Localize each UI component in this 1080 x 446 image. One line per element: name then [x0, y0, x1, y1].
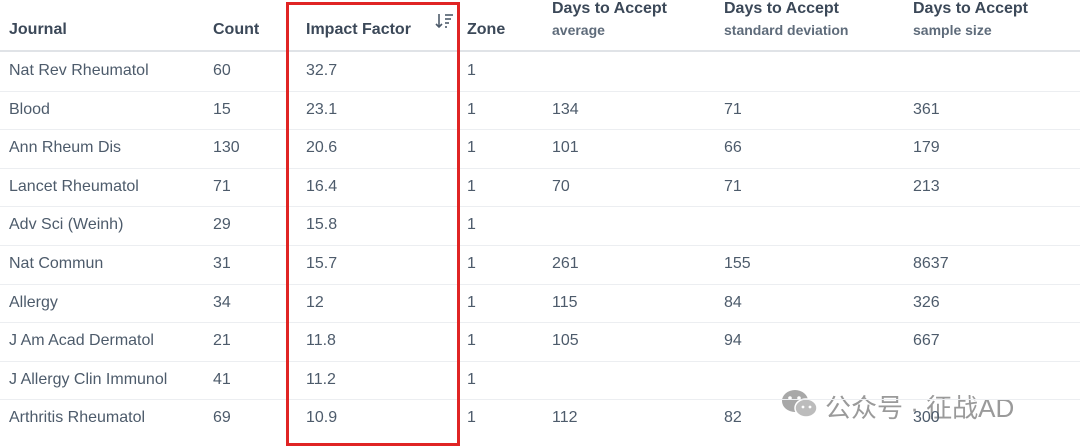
table-cell: 10.9	[306, 409, 338, 427]
table-cell: 1	[467, 293, 476, 311]
table-cell: Nat Rev Rheumatol	[9, 62, 149, 79]
table-cell: 134	[552, 100, 579, 118]
table-cell: 1	[467, 409, 476, 427]
table-cell: 23.1	[306, 100, 338, 118]
table-cell: 94	[724, 332, 742, 350]
column-title: Impact Factor	[306, 21, 411, 38]
table-cell: 213	[913, 177, 940, 195]
table-cell: 12	[306, 293, 324, 311]
table-cell: 105	[552, 332, 579, 350]
column-header[interactable]: Days to Accept average	[552, 0, 667, 38]
column-subtitle: standard deviation	[724, 22, 849, 38]
table-cell: 15	[213, 100, 231, 118]
table-cell: 84	[724, 293, 742, 311]
column-header[interactable]: Days to Accept standard deviation	[724, 0, 848, 38]
table-cell: 20.6	[306, 139, 338, 157]
table-cell: Ann Rheum Dis	[9, 139, 122, 157]
column-title: Days to Accept	[913, 0, 1028, 17]
header-border	[0, 50, 1080, 52]
table-cell: 71	[724, 100, 742, 118]
table-cell: 15.7	[306, 255, 338, 272]
table-cell: 66	[724, 139, 742, 157]
row-divider	[0, 399, 1080, 401]
highlight-box	[286, 2, 460, 446]
column-header[interactable]: Impact Factor	[306, 21, 411, 39]
column-title: Days to Accept	[552, 0, 667, 17]
table-cell: 326	[913, 293, 940, 311]
column-title: Zone	[467, 21, 506, 38]
table-cell: 300	[913, 409, 940, 427]
table-cell: 31	[213, 255, 231, 272]
table-cell: 15.8	[306, 216, 338, 234]
row-divider	[0, 90, 1080, 92]
row-divider	[0, 245, 1080, 246]
row-divider	[0, 206, 1080, 208]
table-cell: 70	[552, 177, 570, 195]
column-title: Journal	[9, 21, 67, 38]
table-cell: 1	[467, 216, 476, 234]
table-cell: 115	[552, 293, 578, 311]
table-cell: 261	[552, 255, 579, 272]
table-cell: Lancet Rheumatol	[9, 177, 139, 195]
column-title: Days to Accept	[724, 0, 839, 17]
table-cell: 71	[213, 177, 231, 195]
table-cell: 16.4	[306, 177, 338, 195]
row-divider	[0, 322, 1080, 324]
table-cell: 41	[213, 370, 231, 388]
table-cell: 34	[213, 293, 231, 311]
column-header[interactable]: Days to Accept sample size	[913, 0, 1028, 38]
row-divider	[0, 283, 1080, 285]
column-title: Count	[213, 21, 260, 38]
table-cell: 179	[913, 139, 940, 157]
table-cell: 101	[552, 139, 579, 157]
table-cell: 1	[467, 370, 476, 388]
column-subtitle: sample size	[913, 22, 992, 38]
column-header[interactable]: Journal	[9, 21, 67, 39]
table-cell: 667	[913, 332, 940, 350]
row-divider	[0, 360, 1080, 362]
sort-icon[interactable]	[435, 12, 455, 30]
watermark-text: 公众号 · 征战AD	[825, 393, 1015, 423]
table-cell: Adv Sci (Weinh)	[9, 216, 124, 234]
table-cell: Nat Commun	[9, 255, 104, 272]
watermark: 公众号 · 征战AD	[780, 386, 1070, 423]
table-cell: Allergy	[9, 293, 58, 311]
table-cell: 1	[467, 255, 476, 272]
table-cell: 29	[213, 216, 231, 234]
table-cell: 8637	[913, 255, 949, 272]
table-cell: 11.8	[306, 332, 336, 350]
table-cell: 1	[467, 332, 476, 350]
table-cell: 155	[724, 255, 751, 272]
table-cell: Blood	[9, 100, 50, 118]
column-subtitle: average	[552, 22, 605, 38]
table-cell: 60	[213, 62, 231, 79]
table-cell: 1	[467, 100, 476, 118]
table-cell: 361	[913, 100, 940, 118]
column-header[interactable]: Count	[213, 21, 259, 39]
table-cell: Arthritis Rheumatol	[9, 409, 146, 427]
table-cell: 1	[467, 62, 476, 79]
table-cell: J Allergy Clin Immunol	[9, 370, 168, 388]
table-cell: 32.7	[306, 62, 338, 79]
table-cell: 71	[724, 177, 742, 195]
table-cell: 82	[724, 409, 742, 427]
table-cell: 1	[467, 177, 476, 195]
table-cell: 1	[467, 139, 476, 157]
table-cell: 11.2	[306, 370, 336, 388]
row-divider	[0, 167, 1080, 169]
table-cell: J Am Acad Dermatol	[9, 332, 154, 350]
table-cell: 69	[213, 409, 231, 427]
column-header[interactable]: Zone	[467, 21, 505, 39]
table-cell: 130	[213, 139, 240, 157]
row-divider	[0, 129, 1080, 131]
table-cell: 21	[213, 332, 231, 350]
wechat-icon	[782, 390, 818, 418]
table-cell: 112	[552, 409, 578, 427]
